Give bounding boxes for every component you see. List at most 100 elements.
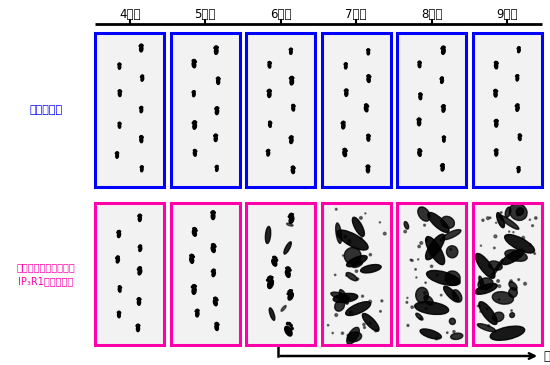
Ellipse shape <box>214 48 218 54</box>
Ellipse shape <box>140 167 141 168</box>
Ellipse shape <box>344 235 346 238</box>
Ellipse shape <box>268 89 269 91</box>
Ellipse shape <box>214 108 216 110</box>
Bar <box>95 33 164 187</box>
Ellipse shape <box>496 119 497 121</box>
Ellipse shape <box>518 48 520 53</box>
Ellipse shape <box>443 105 444 106</box>
Ellipse shape <box>292 214 294 215</box>
Ellipse shape <box>141 166 142 167</box>
Bar <box>322 33 391 187</box>
Ellipse shape <box>270 121 271 122</box>
Ellipse shape <box>285 269 290 277</box>
Ellipse shape <box>191 254 192 256</box>
Ellipse shape <box>289 49 290 50</box>
Ellipse shape <box>425 282 426 283</box>
Ellipse shape <box>343 150 346 157</box>
Ellipse shape <box>192 91 194 92</box>
Ellipse shape <box>443 164 444 165</box>
Ellipse shape <box>273 256 274 258</box>
Ellipse shape <box>479 302 497 324</box>
Ellipse shape <box>419 95 422 100</box>
Ellipse shape <box>289 78 291 79</box>
Ellipse shape <box>344 122 345 123</box>
Ellipse shape <box>267 151 270 156</box>
Ellipse shape <box>138 298 139 299</box>
Ellipse shape <box>270 90 271 92</box>
Bar <box>397 33 466 187</box>
Ellipse shape <box>269 61 270 62</box>
Ellipse shape <box>517 104 518 105</box>
Ellipse shape <box>367 136 370 141</box>
Ellipse shape <box>213 299 217 306</box>
Ellipse shape <box>441 294 442 296</box>
Ellipse shape <box>347 90 348 91</box>
Ellipse shape <box>487 217 490 220</box>
Ellipse shape <box>505 235 535 253</box>
Ellipse shape <box>492 292 514 304</box>
Ellipse shape <box>524 283 526 285</box>
Ellipse shape <box>366 104 367 105</box>
Ellipse shape <box>192 228 194 229</box>
Ellipse shape <box>290 136 291 138</box>
Ellipse shape <box>436 274 438 276</box>
Ellipse shape <box>377 330 378 331</box>
Ellipse shape <box>367 50 368 51</box>
Ellipse shape <box>494 62 496 63</box>
Ellipse shape <box>119 122 120 123</box>
Ellipse shape <box>268 62 269 63</box>
Ellipse shape <box>449 318 455 324</box>
Ellipse shape <box>404 230 406 233</box>
Ellipse shape <box>118 231 119 232</box>
Ellipse shape <box>214 244 215 246</box>
Ellipse shape <box>294 105 295 107</box>
Bar <box>246 33 316 187</box>
Ellipse shape <box>198 310 199 311</box>
Ellipse shape <box>138 216 141 222</box>
Ellipse shape <box>118 230 120 231</box>
Ellipse shape <box>331 292 350 300</box>
Ellipse shape <box>488 325 490 327</box>
Ellipse shape <box>367 75 368 77</box>
Ellipse shape <box>214 269 215 271</box>
Ellipse shape <box>494 63 498 69</box>
Ellipse shape <box>116 153 118 158</box>
Ellipse shape <box>142 45 143 46</box>
Ellipse shape <box>494 120 496 122</box>
Ellipse shape <box>440 239 442 241</box>
Bar <box>397 33 466 187</box>
Ellipse shape <box>479 276 484 288</box>
Ellipse shape <box>420 119 421 120</box>
Ellipse shape <box>419 93 420 95</box>
Ellipse shape <box>348 241 351 243</box>
Ellipse shape <box>141 77 144 81</box>
Ellipse shape <box>192 285 194 287</box>
Ellipse shape <box>442 46 443 48</box>
Ellipse shape <box>411 260 413 261</box>
Ellipse shape <box>191 286 193 288</box>
Bar <box>322 203 391 345</box>
Ellipse shape <box>290 213 292 215</box>
Ellipse shape <box>194 149 195 150</box>
Ellipse shape <box>118 124 121 128</box>
Ellipse shape <box>292 137 293 138</box>
Ellipse shape <box>193 59 195 61</box>
Ellipse shape <box>290 138 293 143</box>
Ellipse shape <box>383 232 386 235</box>
Ellipse shape <box>519 47 520 48</box>
Ellipse shape <box>119 311 120 312</box>
Ellipse shape <box>117 256 118 257</box>
Ellipse shape <box>196 311 199 317</box>
Ellipse shape <box>342 123 345 129</box>
Ellipse shape <box>137 324 138 326</box>
Ellipse shape <box>343 255 344 256</box>
Ellipse shape <box>344 90 345 91</box>
Ellipse shape <box>367 165 368 166</box>
Ellipse shape <box>117 232 118 233</box>
Ellipse shape <box>139 298 140 299</box>
Ellipse shape <box>118 256 119 257</box>
Ellipse shape <box>215 166 216 168</box>
Ellipse shape <box>291 327 293 330</box>
Ellipse shape <box>190 255 191 256</box>
Ellipse shape <box>365 104 366 105</box>
